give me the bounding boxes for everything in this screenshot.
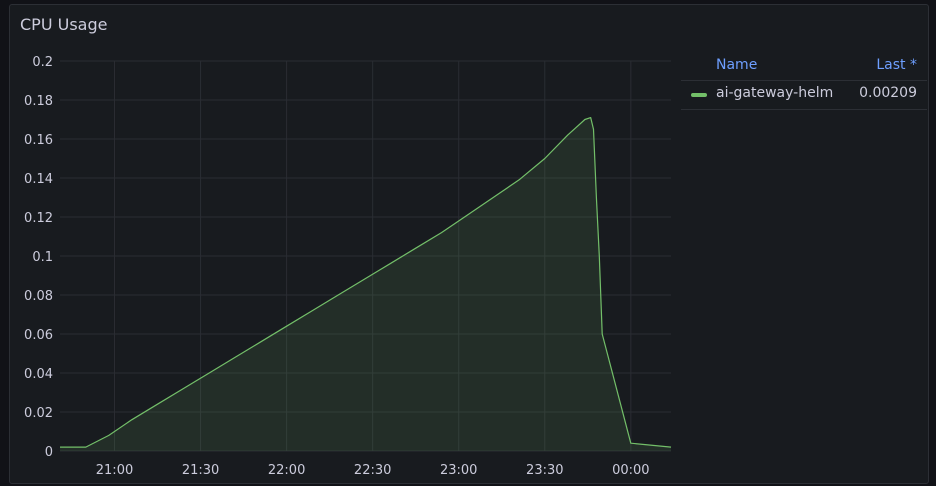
x-tick-label: 21:30: [182, 463, 219, 478]
legend-header: Name Last *: [681, 56, 927, 81]
y-tick-label: 0.1: [32, 250, 53, 265]
legend-header-name[interactable]: Name: [716, 57, 758, 73]
x-tick-label: 22:00: [268, 463, 305, 478]
panel-title: CPU Usage: [20, 15, 108, 34]
y-tick-label: 0.14: [24, 172, 53, 187]
y-tick-label: 0: [45, 445, 53, 460]
x-tick-label: 23:30: [526, 463, 563, 478]
y-tick-label: 0.06: [24, 328, 53, 343]
legend-header-last[interactable]: Last *: [876, 57, 917, 73]
cpu-usage-chart: 0 0.02 0.04 0.06 0.08 0.1 0.12 0.14 0.16 0.18 0.2 2…: [24, 55, 672, 478]
legend-swatch: [691, 93, 707, 97]
y-tick-label: 0.2: [32, 55, 53, 70]
x-tick-label: 00:00: [612, 463, 649, 478]
legend-item-ai-gateway-helm[interactable]: ai-gateway-helm 0.00209: [681, 81, 927, 110]
x-tick-label: 21:00: [96, 463, 133, 478]
legend-series-name[interactable]: ai-gateway-helm: [716, 85, 834, 101]
y-tick-label: 0.16: [24, 133, 53, 148]
legend-last-value: 0.00209: [859, 85, 917, 101]
series-area-fill: [60, 117, 671, 451]
x-tick-label: 23:00: [440, 463, 477, 478]
cpu-usage-panel: CPU Usage 0 0.02 0.04 0.06 0.08 0.1 0.12 0.14 0.…: [9, 4, 929, 484]
x-tick-label: 22:30: [354, 463, 391, 478]
legend-table: Name Last * ai-gateway-helm 0.00209: [681, 56, 927, 110]
y-tick-label: 0.18: [24, 94, 53, 109]
y-tick-label: 0.12: [24, 211, 53, 226]
y-tick-label: 0.04: [24, 367, 53, 382]
series-line: [60, 117, 672, 448]
y-tick-label: 0.08: [24, 289, 53, 304]
y-tick-label: 0.02: [24, 406, 53, 421]
